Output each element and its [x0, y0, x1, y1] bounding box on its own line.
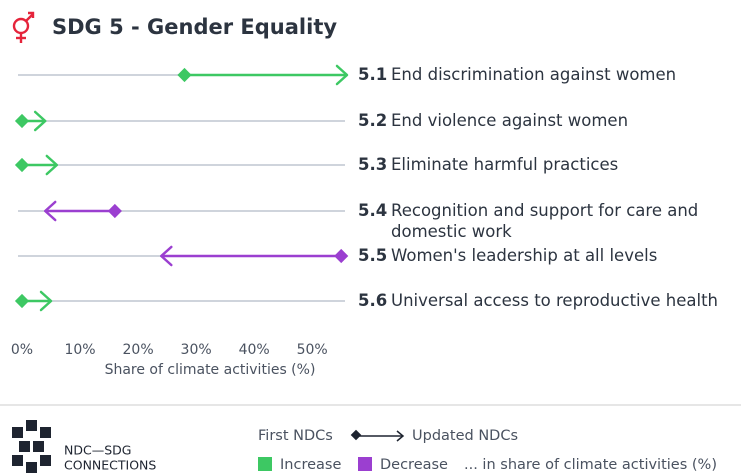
target-label: 5.5 Women's leadership at all levels — [358, 245, 738, 266]
arrow-head — [39, 290, 53, 312]
legend-label: Decrease — [380, 457, 448, 473]
legend-arrow — [350, 429, 405, 442]
x-tick-label: 40% — [239, 342, 270, 358]
first-marker — [14, 113, 30, 129]
target-label: 5.3 Eliminate harmful practices — [358, 154, 738, 175]
legend-note: ... in share of climate activities (%) — [464, 457, 717, 473]
x-tick-label: 20% — [123, 342, 154, 358]
target-code: 5.3 — [358, 155, 388, 174]
arrow-head — [160, 245, 173, 267]
legend-label: Updated NDCs — [412, 428, 518, 444]
first-marker — [177, 67, 192, 83]
x-tick-label: 50% — [297, 342, 328, 358]
x-tick-label: 10% — [64, 342, 95, 358]
target-label: 5.6 Universal access to reproductive heal… — [358, 290, 738, 311]
first-marker — [107, 203, 122, 219]
legend-label: Increase — [280, 457, 341, 473]
brand: NDC—SDG — [64, 443, 131, 458]
arrow-head — [43, 200, 57, 222]
sdg-icon — [12, 11, 35, 43]
target-name: Eliminate harmful practices — [391, 155, 619, 174]
target-label: 5.2 End violence against women — [358, 110, 738, 131]
legend-label: First NDCs — [258, 428, 333, 444]
legend-swatch — [358, 457, 372, 471]
target-label: 5.4 Recognition and support for care and … — [358, 200, 738, 242]
chart-title: SDG 5 - Gender Equality — [52, 15, 337, 39]
first-marker — [14, 293, 30, 309]
target-name: Women's leadership at all levels — [391, 246, 658, 265]
logo — [12, 420, 51, 473]
first-marker — [334, 248, 349, 264]
target-label: 5.1 End discrimination against women — [358, 64, 738, 85]
legend-swatch — [258, 457, 272, 471]
target-code: 5.1 — [358, 65, 388, 84]
arrow-head — [33, 110, 47, 132]
target-name: Recognition and support for care and dom… — [391, 201, 699, 241]
target-code: 5.5 — [358, 246, 388, 265]
arrow-head — [335, 64, 349, 86]
target-code: 5.6 — [358, 291, 388, 310]
x-axis-label: Share of climate activities (%) — [105, 362, 316, 378]
x-tick-label: 0% — [11, 342, 33, 358]
first-marker — [14, 157, 30, 173]
target-code: 5.4 — [358, 201, 388, 220]
target-name: Universal access to reproductive health — [391, 291, 719, 310]
x-tick-label: 30% — [181, 342, 212, 358]
target-code: 5.2 — [358, 111, 388, 130]
target-name: End violence against women — [391, 111, 629, 130]
target-name: End discrimination against women — [391, 65, 677, 84]
arrow-head — [45, 154, 59, 176]
brand: CONNECTIONS — [64, 458, 156, 473]
